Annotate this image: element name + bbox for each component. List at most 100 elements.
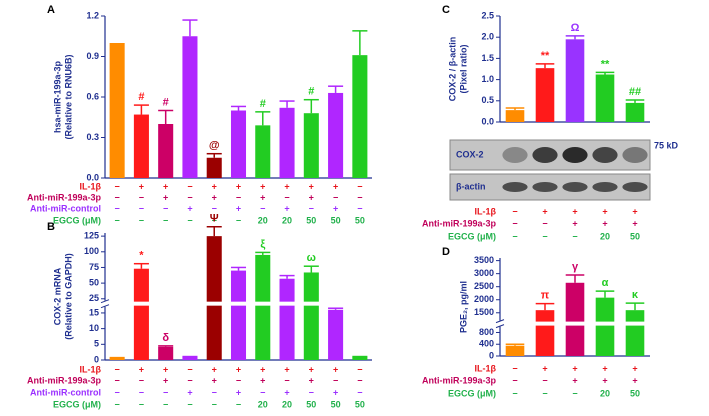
- y-tick-label: 0.0: [481, 116, 494, 126]
- y-axis-label: COX-2 / β-actin: [447, 37, 457, 102]
- bar: [182, 36, 198, 178]
- blot-band: [622, 147, 648, 163]
- row-entry: 50: [331, 399, 341, 409]
- y-tick-label: 0: [94, 354, 99, 364]
- row-entry: +: [572, 218, 577, 228]
- row-entry: −: [139, 203, 144, 213]
- significance-mark: ξ: [260, 238, 265, 250]
- blot-band: [592, 147, 618, 163]
- row-entry: +: [309, 192, 314, 202]
- row-entry: 50: [306, 399, 316, 409]
- row-entry: +: [309, 375, 314, 385]
- row-entry: −: [572, 388, 577, 398]
- row-label: Anti-miR-control: [30, 203, 101, 213]
- row-entry: −: [236, 375, 241, 385]
- row-entry: −: [284, 192, 289, 202]
- row-label: IL-1β: [80, 181, 102, 191]
- bar: [352, 55, 368, 178]
- bar: [595, 297, 615, 356]
- row-entry: −: [512, 363, 517, 373]
- significance-mark: Ψ: [210, 213, 219, 225]
- row-entry: −: [542, 375, 547, 385]
- significance-mark: #: [308, 86, 314, 98]
- row-label: Anti-miR-199a-3p: [27, 375, 102, 385]
- blot-band: [532, 147, 558, 163]
- row-entry: 20: [258, 399, 268, 409]
- axis-break: [495, 319, 505, 324]
- y-tick-label: 2.0: [481, 32, 494, 42]
- bar: [279, 107, 295, 178]
- row-entry: −: [357, 181, 362, 191]
- row-entry: +: [333, 387, 338, 397]
- blot-band: [502, 147, 528, 163]
- significance-mark: α: [602, 277, 609, 289]
- blot-band: [532, 182, 558, 192]
- significance-mark: #: [260, 98, 266, 110]
- row-entry: +: [163, 181, 168, 191]
- row-entry: +: [602, 218, 607, 228]
- row-label: EGCG (μM): [448, 231, 496, 241]
- row-entry: −: [187, 375, 192, 385]
- row-entry: −: [115, 364, 120, 374]
- row-entry: −: [115, 215, 120, 225]
- blot-band: [502, 182, 528, 192]
- row-entry: −: [357, 203, 362, 213]
- y-tick-label: 3000: [474, 268, 494, 278]
- panel-letter: A: [47, 4, 55, 16]
- row-entry: +: [212, 181, 217, 191]
- row-entry: +: [284, 364, 289, 374]
- y-tick-label: 2500: [474, 281, 494, 291]
- row-entry: −: [357, 192, 362, 202]
- row-label: IL-1β: [80, 364, 102, 374]
- row-entry: −: [212, 203, 217, 213]
- row-entry: +: [187, 203, 192, 213]
- row-entry: −: [333, 192, 338, 202]
- row-entry: −: [512, 231, 517, 241]
- row-entry: −: [357, 387, 362, 397]
- row-entry: −: [187, 181, 192, 191]
- row-entry: −: [187, 215, 192, 225]
- bar: [535, 310, 555, 356]
- bar: [625, 102, 645, 122]
- row-entry: −: [236, 215, 241, 225]
- row-entry: 50: [306, 215, 316, 225]
- row-entry: −: [163, 215, 168, 225]
- bar-break: [624, 321, 646, 326]
- row-entry: −: [512, 388, 517, 398]
- row-entry: −: [115, 192, 120, 202]
- row-entry: −: [139, 387, 144, 397]
- y-tick-label: 75: [89, 262, 99, 272]
- blot-label: β-actin: [456, 181, 486, 191]
- row-entry: 50: [355, 215, 365, 225]
- bar-break: [594, 321, 616, 326]
- bar: [535, 68, 555, 122]
- row-entry: −: [512, 218, 517, 228]
- row-entry: +: [139, 364, 144, 374]
- row-label: Anti-miR-control: [30, 387, 101, 397]
- row-entry: 50: [630, 231, 640, 241]
- row-entry: −: [309, 387, 314, 397]
- significance-mark: π: [541, 290, 550, 302]
- bar: [625, 310, 645, 356]
- significance-mark: #: [138, 91, 144, 103]
- row-entry: +: [542, 206, 547, 216]
- bar: [505, 110, 525, 122]
- significance-mark: **: [541, 50, 550, 62]
- y-tick-label: 400: [479, 339, 494, 349]
- y-tick-label: 125: [84, 231, 99, 241]
- y-tick-label: 1.0: [481, 74, 494, 84]
- significance-mark: Ω: [571, 22, 580, 34]
- y-tick-label: 800: [479, 327, 494, 337]
- bar: [303, 272, 319, 360]
- row-entry: −: [163, 203, 168, 213]
- row-entry: +: [236, 181, 241, 191]
- row-entry: +: [260, 181, 265, 191]
- bar-break: [229, 301, 248, 306]
- y-axis-label: (Relative to RNU6B): [63, 54, 73, 139]
- bar: [255, 254, 271, 360]
- blot-size: 75 kD: [654, 140, 679, 150]
- panel-letter: C: [442, 4, 450, 16]
- row-entry: +: [260, 192, 265, 202]
- row-label: EGCG (μM): [53, 215, 101, 225]
- row-entry: −: [309, 203, 314, 213]
